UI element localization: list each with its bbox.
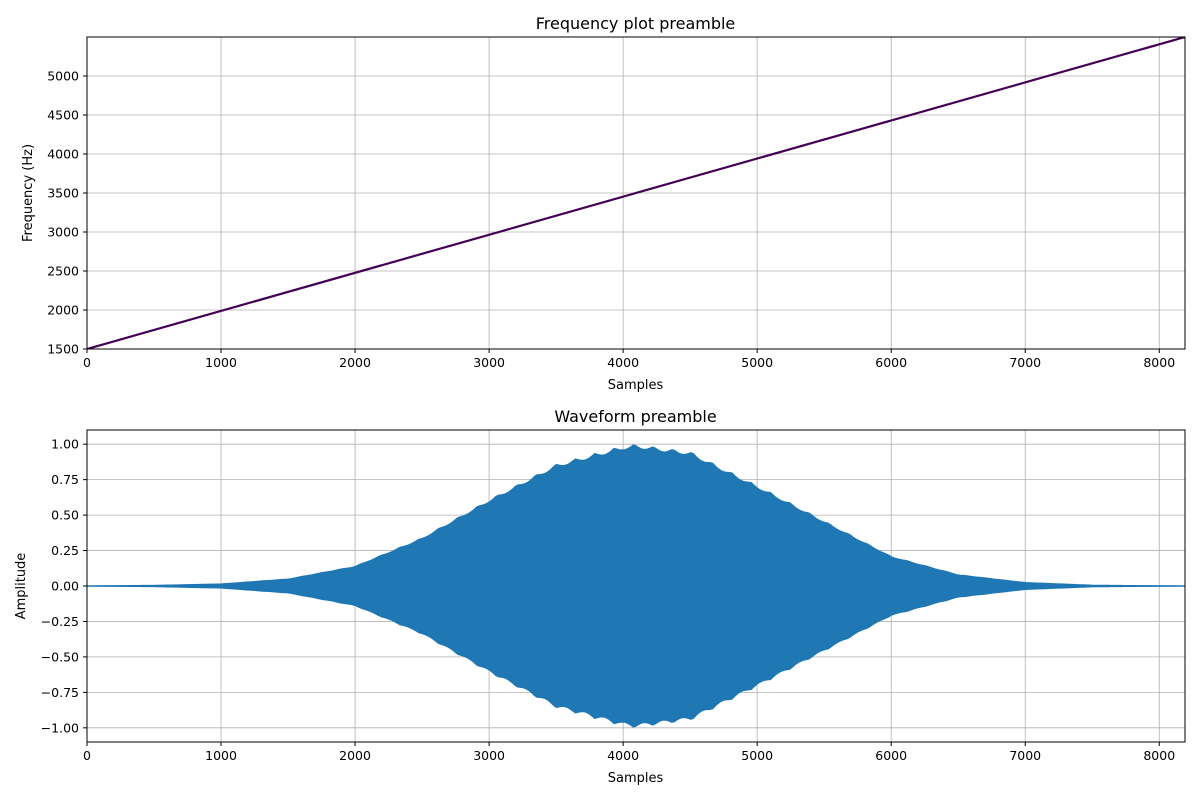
chart-title: Waveform preamble [554, 407, 716, 426]
y-tick-label: 0.75 [51, 472, 79, 487]
x-tick-label: 1000 [205, 748, 237, 763]
x-tick-label: 8000 [1143, 748, 1175, 763]
x-tick-label: 5000 [741, 355, 773, 370]
y-tick-label: 0.00 [51, 579, 79, 594]
x-tick-label: 5000 [741, 748, 773, 763]
x-tick-label: 2000 [339, 355, 371, 370]
x-tick-label: 3000 [473, 355, 505, 370]
y-tick-label: 3500 [47, 186, 79, 201]
x-tick-label: 3000 [473, 748, 505, 763]
x-axis-label: Samples [608, 378, 664, 393]
y-tick-label: −0.75 [41, 685, 79, 700]
y-tick-label: 4000 [47, 147, 79, 162]
plot-area [87, 444, 1185, 728]
x-tick-label: 0 [83, 355, 91, 370]
x-tick-label: 6000 [875, 748, 907, 763]
y-tick-label: 3000 [47, 225, 79, 240]
y-tick-label: 4500 [47, 108, 79, 123]
y-tick-label: 1.00 [51, 437, 79, 452]
y-tick-label: 2000 [47, 303, 79, 318]
x-tick-label: 8000 [1143, 355, 1175, 370]
y-tick-label: −0.25 [41, 614, 79, 629]
x-tick-label: 4000 [607, 355, 639, 370]
y-tick-label: 0.25 [51, 543, 79, 558]
y-tick-label: 1500 [47, 342, 79, 357]
x-tick-label: 7000 [1009, 748, 1041, 763]
y-tick-label: 2500 [47, 264, 79, 279]
x-axis-label: Samples [608, 771, 664, 786]
y-tick-label: −0.50 [41, 649, 79, 664]
chart-title: Frequency plot preamble [536, 14, 736, 33]
x-tick-label: 4000 [607, 748, 639, 763]
x-tick-label: 7000 [1009, 355, 1041, 370]
frequency-chart: Frequency plot preamble Samples Frequenc… [21, 14, 1186, 393]
x-tick-label: 1000 [205, 355, 237, 370]
frequency-line [87, 37, 1185, 349]
plot-area [87, 37, 1185, 349]
y-tick-label: 0.50 [51, 508, 79, 523]
waveform-chart: Waveform preamble Samples Amplitude 0 100… [14, 407, 1186, 786]
y-axis-label: Frequency (Hz) [21, 144, 36, 242]
x-tick-label: 0 [83, 748, 91, 763]
x-tick-label: 2000 [339, 748, 371, 763]
x-tick-label: 6000 [875, 355, 907, 370]
y-axis-label: Amplitude [14, 553, 29, 620]
y-tick-label: −1.00 [41, 720, 79, 735]
y-tick-label: 5000 [47, 69, 79, 84]
